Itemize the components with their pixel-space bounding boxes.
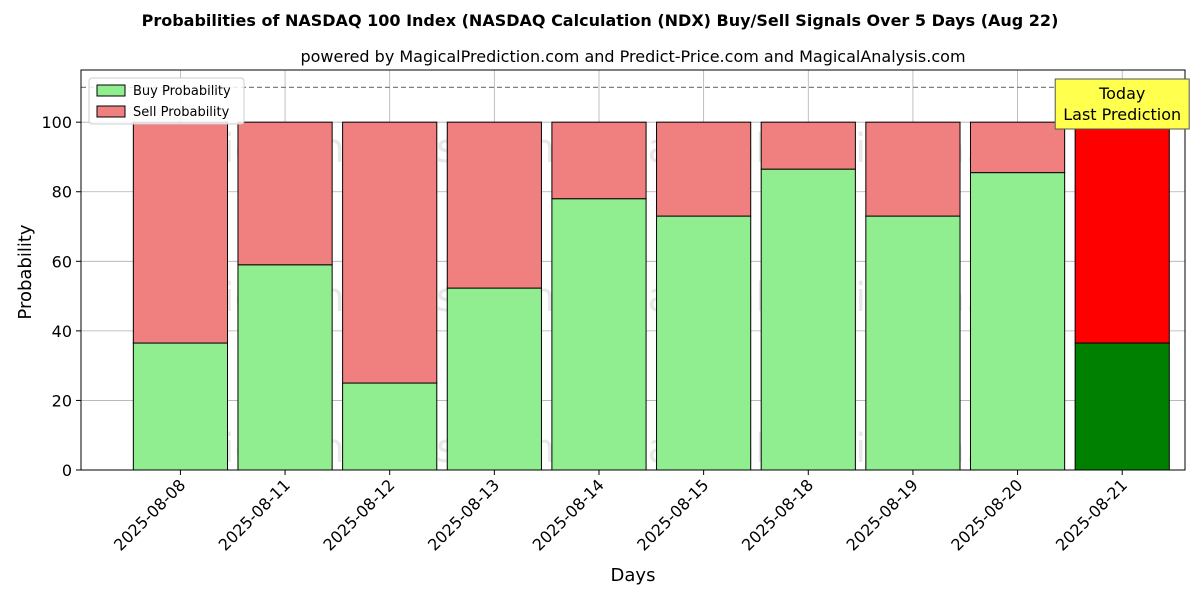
x-tick-label: 2025-08-08 xyxy=(110,475,189,554)
sell-bar xyxy=(656,121,752,217)
y-tick-label: 0 xyxy=(62,461,72,480)
legend-swatch-buy xyxy=(96,84,126,97)
sell-bar xyxy=(969,121,1066,174)
annotation-box xyxy=(1054,78,1190,130)
x-tick-label: 2025-08-18 xyxy=(738,475,817,554)
buy-bar xyxy=(132,342,229,471)
y-tick-label: 100 xyxy=(41,113,72,132)
buy-bar xyxy=(237,264,333,471)
x-tick-label: 2025-08-19 xyxy=(843,475,922,554)
sell-bar xyxy=(1074,121,1170,344)
chart-title: Probabilities of NASDAQ 100 Index (NASDA… xyxy=(142,11,1059,30)
y-tick-label: 80 xyxy=(52,183,72,202)
y-axis-label: Probability xyxy=(15,224,36,319)
buy-bar xyxy=(1074,342,1170,471)
sell-bar xyxy=(132,121,229,344)
annotation-line2: Last Prediction xyxy=(1063,105,1181,124)
sell-bar xyxy=(551,121,647,200)
plot-area: 020406080100MagicalAnalysis.comMagicalPr… xyxy=(41,69,1190,555)
x-tick-label: 2025-08-21 xyxy=(1052,475,1131,554)
x-axis-label: Days xyxy=(611,565,656,586)
legend-swatch-sell xyxy=(96,105,126,118)
buy-bar xyxy=(656,215,752,471)
sell-bar xyxy=(446,121,542,289)
x-tick-label: 2025-08-13 xyxy=(424,475,503,554)
y-tick-label: 20 xyxy=(52,391,72,410)
buy-bar xyxy=(342,382,438,471)
x-tick-label: 2025-08-12 xyxy=(319,475,398,554)
sell-bar xyxy=(865,121,961,217)
sell-bar xyxy=(237,121,333,266)
legend-label-buy: Buy Probability xyxy=(133,84,231,99)
legend-box xyxy=(88,77,245,125)
buy-bar xyxy=(865,215,961,471)
buy-bar xyxy=(969,172,1066,471)
x-tick-label: 2025-08-11 xyxy=(215,475,294,554)
buy-bar xyxy=(551,198,647,471)
sell-bar xyxy=(760,121,856,170)
plot-frame xyxy=(80,69,1186,471)
chart-subtitle: powered by MagicalPrediction.com and Pre… xyxy=(300,47,965,66)
annotation-line1: Today xyxy=(1098,84,1145,103)
x-tick-label: 2025-08-15 xyxy=(633,475,712,554)
y-tick-label: 40 xyxy=(52,322,72,341)
x-tick-label: 2025-08-20 xyxy=(947,475,1026,554)
sell-bar xyxy=(342,121,438,384)
buy-bar xyxy=(760,168,856,471)
x-tick-label: 2025-08-14 xyxy=(529,475,608,554)
legend-label-sell: Sell Probability xyxy=(133,105,230,120)
buy-bar xyxy=(446,287,542,471)
y-tick-label: 60 xyxy=(52,252,72,271)
